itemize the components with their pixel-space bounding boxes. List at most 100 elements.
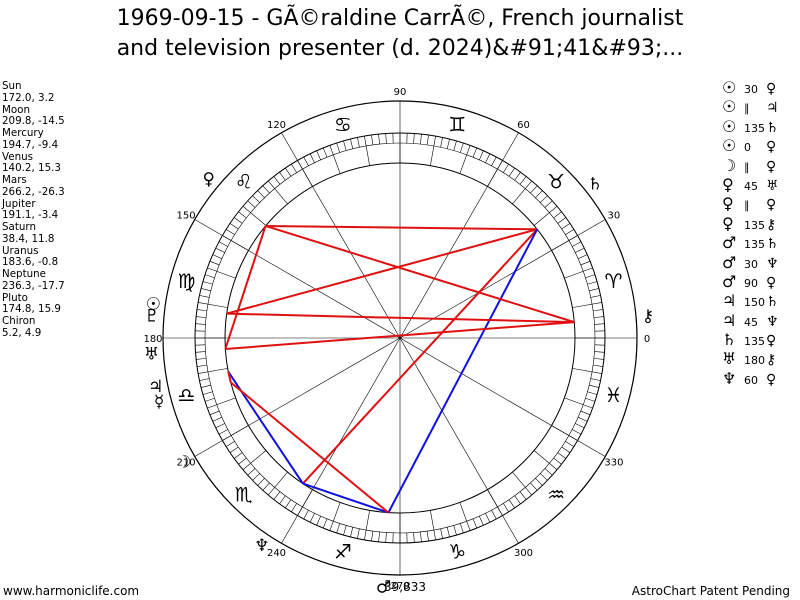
- degree-label: 90: [394, 87, 407, 98]
- degree-tick: [202, 281, 213, 285]
- degree-tick: [503, 163, 509, 173]
- degree-tick: [207, 397, 236, 409]
- degree-label: 180: [143, 334, 162, 345]
- degree-tick: [225, 441, 235, 447]
- degree-tick: [371, 531, 374, 542]
- planet-glyph-saturn: ♄: [588, 174, 603, 194]
- degree-tick: [491, 156, 497, 166]
- planet-value-jupiter: 191.1, -3.4: [2, 209, 59, 222]
- house-line: [399, 132, 519, 339]
- zodiac-sign-glyph: ♏: [235, 482, 253, 506]
- aspect-list: ☉ 30 ♀ ☉ ∥ ♃ ☉ 135♄ ☉ 0 ♀ ☽ ∥ ♀ ♀ 45 ♅ ♀ ∥ ♀ ♀ 135⚷ ♂ 135♄ ♂ 30 ♆ ♂…: [722, 78, 779, 388]
- degree-tick: [336, 142, 341, 153]
- degree-tick: [544, 200, 553, 208]
- degree-tick: [590, 295, 601, 298]
- aspect-planet-1: ♆: [722, 368, 737, 388]
- degree-tick: [329, 145, 341, 174]
- house-line: [194, 219, 401, 339]
- aspect-planet-1: ♂: [722, 252, 737, 272]
- degree-tick: [212, 254, 222, 259]
- degree-tick: [199, 295, 210, 298]
- degree-tick: [229, 223, 239, 230]
- aspect-planet-1: ☉: [722, 136, 737, 156]
- aspect-row: ♀ ∥ ♀: [722, 194, 779, 213]
- zodiac-sign-glyph: ♊: [448, 113, 466, 137]
- degree-tick: [446, 139, 450, 149]
- degree-tick: [446, 527, 450, 537]
- zodiac-sign-glyph: ♒: [547, 482, 565, 506]
- title-line-2: and television presenter (d. 2024)&#91;4…: [116, 36, 684, 61]
- planet-value-mercury: 194.7, -9.4: [2, 138, 59, 151]
- house-line: [399, 337, 606, 457]
- degree-label: 150: [177, 211, 196, 222]
- degree-tick: [329, 502, 341, 531]
- degree-tick: [561, 223, 571, 230]
- aspect-planet-1: ♂: [722, 271, 737, 291]
- degree-tick: [198, 368, 228, 374]
- degree-tick: [225, 229, 235, 235]
- degree-tick: [218, 429, 228, 435]
- title-line-1: 1969-09-15 - GÃ©raldine CarrÃ©, French j…: [116, 6, 684, 31]
- degree-tick: [262, 185, 270, 194]
- degree-tick: [533, 205, 558, 226]
- planet-value-neptune: 236.3, -17.7: [2, 279, 65, 292]
- aspect-line: [225, 321, 575, 350]
- degree-tick: [385, 133, 387, 144]
- aspect-planet-2: ⚷: [766, 352, 777, 369]
- footer-website[interactable]: www.harmoniclife.com: [3, 584, 140, 598]
- degree-tick: [535, 478, 543, 486]
- zodiac-sign-glyph: ♑: [448, 539, 466, 563]
- aspect-planet-2: ♄: [766, 294, 779, 311]
- aspect-angle: 30: [744, 83, 758, 96]
- zodiac-sign-glyph: ♉: [547, 170, 565, 194]
- degree-tick: [565, 441, 575, 447]
- aspect-angle: 180: [744, 354, 765, 368]
- degree-tick: [196, 358, 207, 360]
- aspect-angle: ∥: [744, 102, 750, 116]
- planet-name-chiron: Chiron: [2, 315, 36, 327]
- degree-label: 270: [390, 581, 409, 592]
- aspect-angle: 135: [744, 121, 765, 135]
- degree-tick: [459, 142, 464, 153]
- aspect-line: [230, 381, 390, 514]
- degree-tick: [209, 260, 220, 266]
- degree-tick: [303, 156, 309, 166]
- degree-tick: [585, 397, 596, 402]
- zodiac-sign-glyph: ♎: [178, 383, 196, 407]
- degree-tick: [357, 137, 360, 148]
- degree-tick: [479, 516, 484, 526]
- aspect-line: [387, 228, 539, 514]
- degree-tick: [385, 532, 387, 543]
- degree-tick: [593, 309, 604, 312]
- aspect-row: ♅ 180⚷: [722, 349, 779, 368]
- degree-tick: [440, 137, 443, 148]
- degree-tick: [593, 364, 604, 367]
- degree-tick: [267, 180, 288, 205]
- aspect-planet-2: ♀: [766, 158, 777, 175]
- degree-tick: [575, 247, 585, 253]
- degree-tick: [459, 523, 464, 534]
- degree-tick: [273, 491, 281, 500]
- planet-glyph-uranus: ♅: [144, 345, 159, 365]
- degree-label: 120: [267, 120, 286, 131]
- degree-label: 300: [514, 548, 533, 559]
- aspect-angle: 135: [744, 335, 765, 349]
- degree-tick: [279, 495, 286, 505]
- planet-value-uranus: 183.6, -0.8: [2, 256, 59, 269]
- degree-tick: [572, 429, 582, 435]
- degree-label: 30: [608, 211, 621, 222]
- degree-tick: [343, 140, 347, 151]
- degree-tick: [204, 397, 215, 402]
- aspect-row: ♆ 60 ♀: [722, 369, 779, 388]
- degree-tick: [204, 274, 215, 279]
- aspect-planet-2: ♄: [766, 236, 779, 253]
- degree-tick: [503, 503, 509, 513]
- zodiac-sign-glyph: ♌: [235, 170, 253, 194]
- degree-tick: [233, 452, 243, 459]
- degree-tick: [593, 358, 604, 360]
- degree-tick: [336, 523, 341, 534]
- degree-tick: [589, 384, 599, 388]
- planet-positions-list: Sun 172.0, 3.2 Moon 209.8, -14.5 Mercury 194.…: [2, 80, 65, 340]
- degree-tick: [371, 134, 374, 145]
- degree-tick: [564, 397, 593, 409]
